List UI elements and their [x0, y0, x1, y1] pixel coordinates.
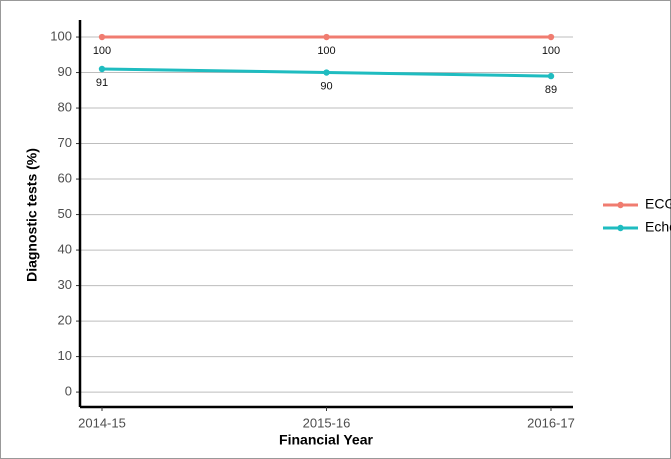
- y-axis-label: Diagnostic tests (%): [24, 148, 40, 282]
- y-tick-label: 100: [50, 28, 72, 43]
- x-tick-label: 2014-15: [78, 415, 126, 430]
- point: [323, 33, 330, 41]
- y-tick-label: 80: [58, 99, 72, 114]
- legend-dot: [617, 201, 624, 209]
- legend-label: ECG: [645, 196, 671, 212]
- legend-label: Echo: [645, 219, 671, 235]
- data-label: 89: [545, 84, 557, 96]
- data-label: 100: [93, 45, 111, 57]
- data-label: 100: [317, 45, 335, 57]
- point: [323, 69, 330, 76]
- x-axis-label: Financial Year: [279, 432, 373, 448]
- y-tick-label: 0: [65, 384, 72, 399]
- y-tick-label: 20: [58, 313, 72, 328]
- data-label: 90: [320, 80, 332, 92]
- x-tick-label: 2015-16: [303, 415, 351, 430]
- y-tick-label: 40: [58, 242, 72, 257]
- x-tick-label: 2016-17: [527, 415, 575, 430]
- data-label: 100: [542, 45, 560, 57]
- point: [547, 72, 555, 80]
- y-tick-label: 90: [58, 64, 72, 79]
- point: [547, 33, 555, 41]
- y-tick-label: 60: [58, 170, 72, 185]
- y-tick-label: 10: [58, 348, 72, 363]
- point: [98, 33, 106, 41]
- y-tick-label: 70: [58, 135, 72, 150]
- y-tick-label: 50: [58, 206, 72, 221]
- point: [98, 65, 106, 73]
- data-label: 91: [96, 77, 108, 89]
- legend-dot: [617, 224, 624, 232]
- y-tick-label: 30: [58, 277, 72, 292]
